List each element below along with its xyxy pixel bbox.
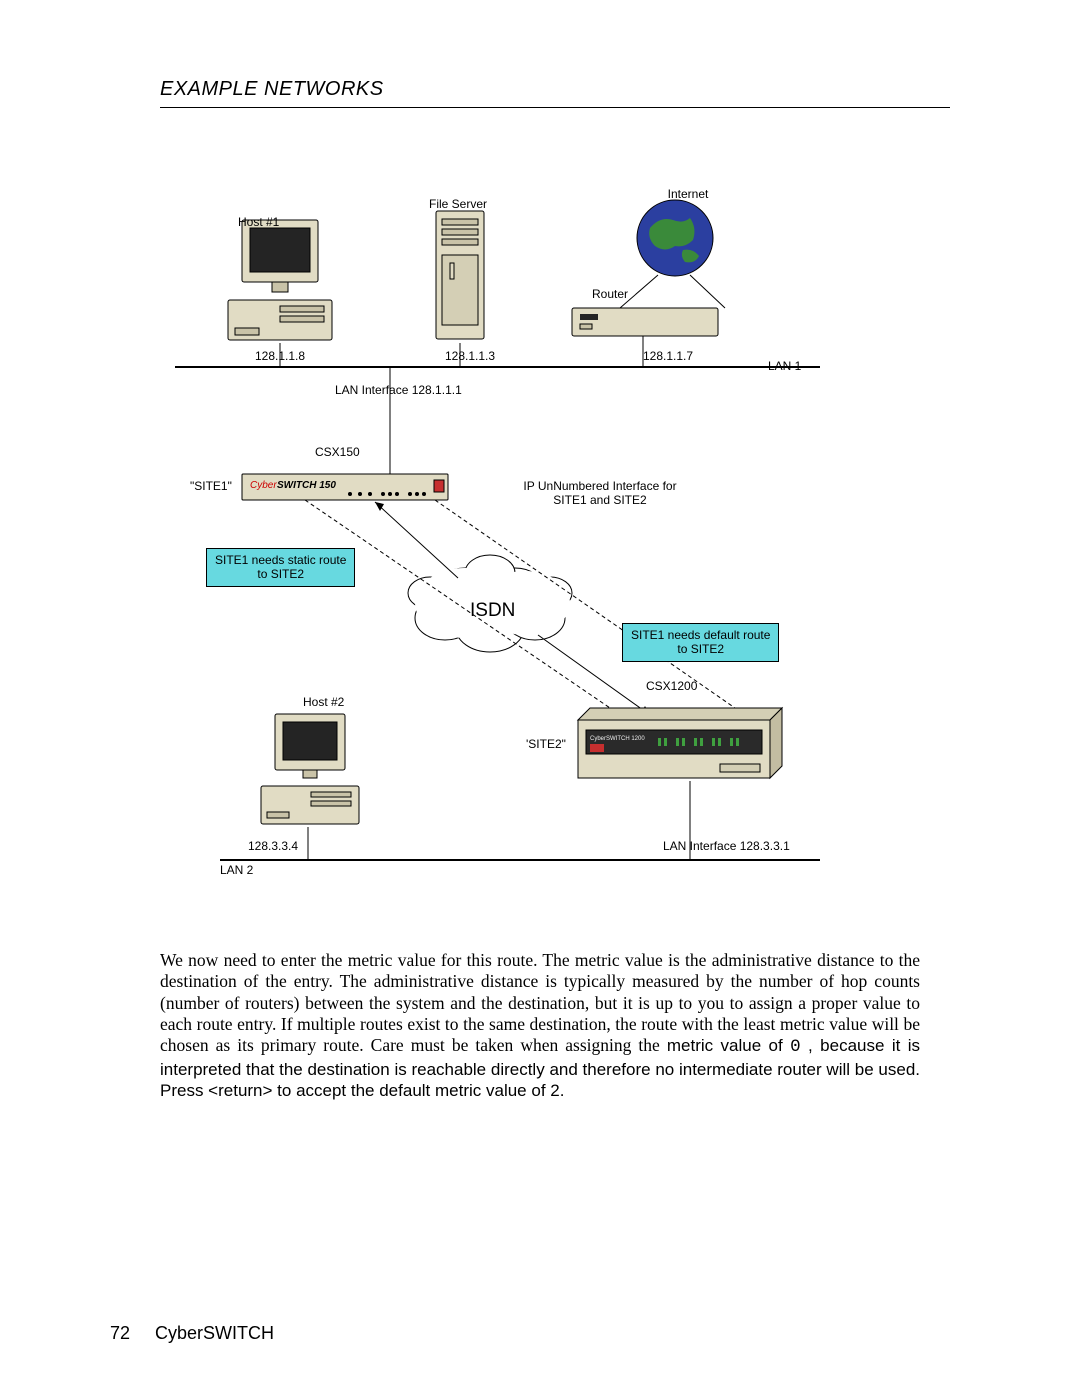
note-static-route: SITE1 needs static route to SITE2 — [206, 548, 355, 587]
section-title: EXAMPLE NETWORKS — [160, 78, 950, 101]
body-p2a: metric value of — [667, 1036, 790, 1055]
lan1-label: LAN 1 — [768, 360, 801, 374]
csx1200-icon: CyberSWITCH 1200 — [570, 708, 790, 786]
lan2-label: LAN 2 — [220, 864, 253, 878]
svg-text:SWITCH 150: SWITCH 150 — [277, 480, 336, 491]
note-default-route: SITE1 needs default route to SITE2 — [622, 623, 779, 662]
site2-label: 'SITE2" — [526, 738, 566, 752]
fileserver-icon — [430, 205, 490, 345]
lan-if1-label: LAN Interface 128.1.1.1 — [335, 384, 462, 398]
product-name: CyberSWITCH — [155, 1323, 274, 1343]
router-label: Router — [592, 288, 628, 302]
host2-label: Host #2 — [303, 696, 344, 710]
globe-icon — [635, 198, 715, 278]
ip-host1: 128.1.1.8 — [255, 350, 305, 364]
svg-text:Cyber: Cyber — [250, 480, 277, 491]
fileserver-label: File Server — [429, 198, 487, 212]
metric-value: 0 — [790, 1037, 801, 1057]
router-icon — [570, 306, 720, 340]
network-diagram: Cyber SWITCH 150 CyberSWITCH 1200 — [160, 180, 920, 910]
body-paragraph: We now need to enter the metric value fo… — [160, 950, 920, 1102]
host2-icon — [255, 710, 365, 830]
csx150-label: CSX150 — [315, 446, 360, 460]
svg-text:CyberSWITCH 1200: CyberSWITCH 1200 — [590, 736, 645, 742]
isdn-label: ISDN — [470, 600, 515, 622]
host1-icon — [220, 216, 340, 346]
csx1200-label: CSX1200 — [646, 680, 697, 694]
ip-router: 128.1.1.7 — [643, 350, 693, 364]
host1-label: Host #1 — [238, 216, 279, 230]
ip-host2: 128.3.3.4 — [248, 840, 298, 854]
csx150-icon: Cyber SWITCH 150 — [240, 472, 450, 506]
lan-if2-label: LAN Interface 128.3.3.1 — [663, 840, 790, 854]
internet-label: Internet — [668, 188, 709, 202]
page-footer: 72 CyberSWITCH — [110, 1323, 274, 1344]
header-rule — [160, 107, 950, 108]
site1-label: "SITE1" — [190, 480, 232, 494]
ip-fileserver: 128.1.1.3 — [445, 350, 495, 364]
unnumbered-label: IP UnNumbered Interface for SITE1 and SI… — [523, 480, 676, 508]
page-number: 72 — [110, 1323, 150, 1344]
